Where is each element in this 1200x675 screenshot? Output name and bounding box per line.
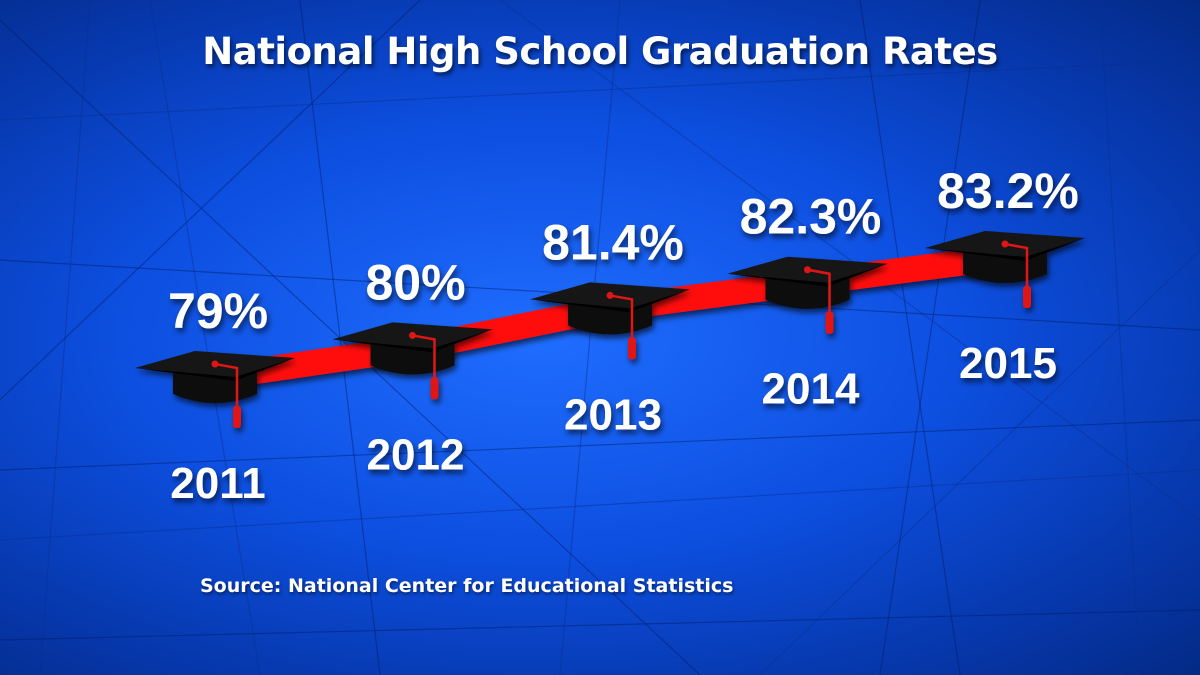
value-label: 80% bbox=[365, 254, 465, 310]
background-line bbox=[879, 0, 981, 675]
year-label: 2014 bbox=[762, 365, 860, 414]
graduation-cap-icon bbox=[925, 231, 1085, 308]
source-note: Source: National Center for Educational … bbox=[200, 575, 734, 597]
background-line bbox=[149, 0, 261, 675]
year-label: 2015 bbox=[959, 339, 1057, 388]
background-line bbox=[499, 0, 1200, 521]
background-line bbox=[39, 0, 91, 675]
background-line bbox=[0, 59, 1200, 121]
graduation-cap-icon bbox=[135, 351, 295, 428]
background-line bbox=[759, 249, 1200, 675]
background-line bbox=[0, 469, 1200, 541]
background-line bbox=[559, 0, 621, 675]
graduation-cap-icon bbox=[332, 322, 493, 400]
chart-title: National High School Graduation Rates bbox=[202, 30, 998, 73]
value-label: 79% bbox=[168, 283, 268, 339]
graduation-cap-icon bbox=[727, 256, 888, 334]
year-label: 2013 bbox=[564, 390, 662, 439]
background-line bbox=[0, 609, 1200, 641]
background-line bbox=[0, 419, 1200, 471]
background-line bbox=[859, 0, 961, 675]
year-label: 2011 bbox=[170, 459, 265, 508]
graduation-cap-icon bbox=[530, 282, 690, 360]
year-label: 2012 bbox=[367, 430, 465, 479]
value-label: 82.3% bbox=[740, 189, 882, 245]
background-line bbox=[1099, 0, 1141, 675]
value-label: 83.2% bbox=[937, 163, 1079, 219]
background-line bbox=[0, 0, 421, 401]
value-label: 81.4% bbox=[542, 214, 684, 270]
